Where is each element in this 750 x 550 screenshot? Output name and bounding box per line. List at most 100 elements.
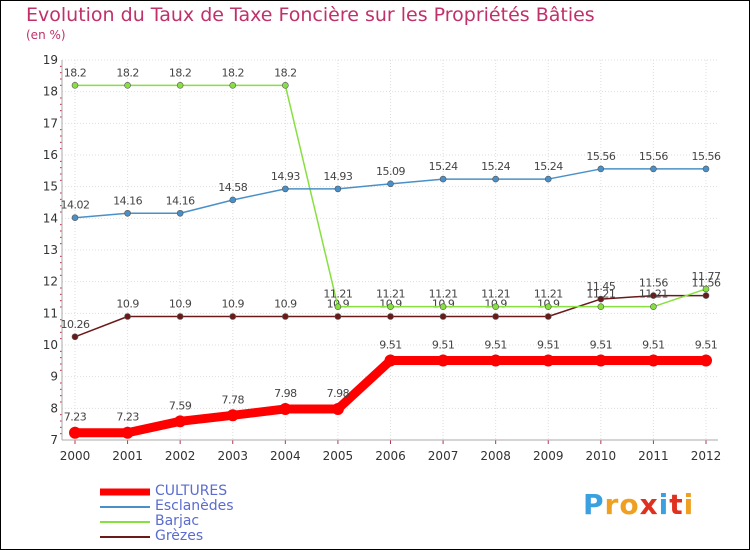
logo-letter: i — [683, 488, 695, 521]
data-point — [597, 295, 605, 303]
data-point — [121, 426, 134, 439]
legend-label-cultures: CULTURES — [155, 483, 228, 499]
data-point — [650, 303, 657, 310]
proxiti-logo: Proxiti — [583, 488, 694, 521]
y-tick-label: 7 — [50, 433, 58, 447]
data-label: 15.56 — [639, 150, 668, 163]
data-point — [387, 313, 394, 320]
data-point — [702, 285, 710, 293]
data-label: 10.9 — [116, 298, 139, 311]
data-label: 9.51 — [642, 339, 665, 352]
x-tick-label: 2002 — [165, 449, 196, 463]
data-point — [544, 175, 552, 183]
data-label: 11.21 — [429, 288, 458, 301]
y-tick-label: 8 — [50, 401, 58, 415]
legend-label-barjac: Barjac — [155, 513, 200, 529]
data-label: 7.59 — [169, 399, 192, 412]
data-label: 11.21 — [376, 288, 405, 301]
data-label: 7.23 — [64, 411, 87, 424]
legend-label-grèzes: Grèzes — [155, 528, 204, 544]
data-point — [331, 402, 344, 415]
data-point — [702, 292, 710, 299]
data-point — [594, 354, 607, 367]
data-point — [282, 185, 289, 193]
data-point — [124, 82, 131, 89]
logo-letter: x — [639, 488, 659, 521]
logo-letter: o — [619, 488, 640, 521]
axis-layer: 7 8 9 10 11 12 13 14 15 16 17 18 19 2000 2001 2002 2003 2… — [43, 53, 722, 463]
logo-letter: P — [583, 488, 605, 521]
data-point — [176, 209, 184, 217]
data-label: 11.45 — [586, 280, 615, 293]
data-point — [279, 402, 292, 415]
data-label: 18.2 — [222, 66, 245, 79]
data-point — [71, 333, 79, 341]
y-tick-label: 17 — [43, 116, 58, 130]
data-label: 7.98 — [274, 387, 297, 400]
data-label: 14.58 — [218, 181, 247, 194]
data-label: 15.24 — [429, 160, 458, 173]
x-tick-label: 2001 — [112, 449, 143, 463]
data-label: 10.9 — [169, 298, 192, 311]
data-point — [124, 209, 131, 217]
data-label: 10.9 — [222, 298, 245, 311]
data-label: 7.98 — [327, 387, 350, 400]
data-point — [226, 409, 239, 422]
data-point — [334, 313, 342, 320]
x-tick-label: 2006 — [375, 449, 406, 463]
data-label: 9.51 — [432, 339, 455, 352]
data-point — [437, 354, 450, 367]
data-point — [544, 313, 552, 320]
data-point — [702, 165, 710, 173]
x-tick-label: 2010 — [586, 449, 617, 463]
data-label: 11.77 — [692, 270, 721, 283]
data-point — [71, 82, 79, 89]
data-point — [282, 82, 289, 89]
data-point — [439, 175, 447, 183]
data-point — [124, 313, 131, 320]
data-label: 18.2 — [169, 66, 192, 79]
data-point — [492, 303, 499, 310]
data-label: 15.09 — [376, 165, 405, 178]
data-point — [229, 82, 237, 89]
grid-layer — [62, 59, 718, 441]
x-tick-label: 2003 — [217, 449, 248, 463]
data-label: 9.51 — [379, 339, 402, 352]
y-axis-unit-label: (en %) — [26, 28, 66, 42]
data-label: 18.2 — [274, 66, 297, 79]
data-point — [69, 426, 81, 439]
data-point — [176, 313, 184, 320]
data-label: 15.24 — [534, 160, 563, 173]
data-point — [387, 180, 394, 188]
data-label: 14.02 — [61, 199, 90, 212]
data-point — [387, 303, 394, 310]
data-label: 11.21 — [586, 288, 615, 301]
x-tick-label: 2007 — [428, 449, 459, 463]
data-point — [334, 185, 342, 193]
data-label: 14.93 — [271, 170, 300, 183]
series-layer: 10.2610.910.910.910.910.910.910.910.910.… — [61, 66, 721, 439]
chart-title: Evolution du Taux de Taxe Foncière sur l… — [26, 4, 595, 26]
data-label: 10.9 — [274, 298, 297, 311]
data-label: 11.21 — [534, 288, 563, 301]
data-label: 14.93 — [323, 170, 352, 183]
legend-swatches — [100, 488, 150, 538]
data-label: 14.16 — [166, 194, 195, 207]
data-label: 7.78 — [222, 393, 245, 406]
data-point — [71, 214, 79, 221]
data-label: 11.21 — [323, 288, 352, 301]
data-point — [384, 354, 397, 367]
data-label: 10.26 — [61, 318, 90, 331]
data-label: 15.56 — [692, 150, 721, 163]
x-tick-label: 2009 — [533, 449, 564, 463]
logo-letter: t — [669, 488, 684, 521]
data-point — [700, 354, 712, 367]
y-tick-label: 14 — [43, 211, 58, 225]
x-tick-label: 2004 — [270, 449, 301, 463]
data-point — [334, 303, 342, 310]
data-label: 11.21 — [481, 288, 510, 301]
y-tick-label: 9 — [50, 370, 58, 384]
y-tick-label: 11 — [43, 306, 58, 320]
y-tick-label: 19 — [43, 53, 58, 67]
